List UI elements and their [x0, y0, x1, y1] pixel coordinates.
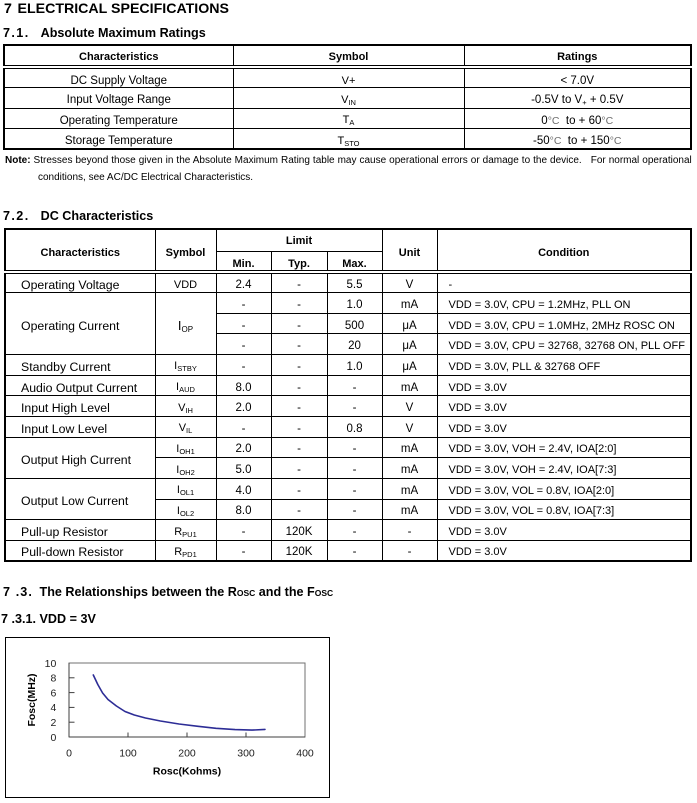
svg-text:2: 2	[50, 717, 56, 729]
svg-text:100: 100	[119, 748, 137, 760]
svg-text:8: 8	[50, 673, 56, 685]
svg-text:300: 300	[237, 748, 255, 760]
svg-text:200: 200	[178, 748, 196, 760]
svg-text:0: 0	[50, 732, 56, 744]
svg-text:400: 400	[296, 748, 314, 760]
svg-text:Rosc(Kohms): Rosc(Kohms)	[153, 766, 221, 778]
svg-text:0: 0	[66, 748, 72, 760]
svg-text:10: 10	[45, 658, 57, 670]
svg-text:6: 6	[50, 687, 56, 699]
svg-text:Fosc(MHz): Fosc(MHz)	[26, 673, 38, 726]
svg-text:4: 4	[50, 702, 56, 714]
